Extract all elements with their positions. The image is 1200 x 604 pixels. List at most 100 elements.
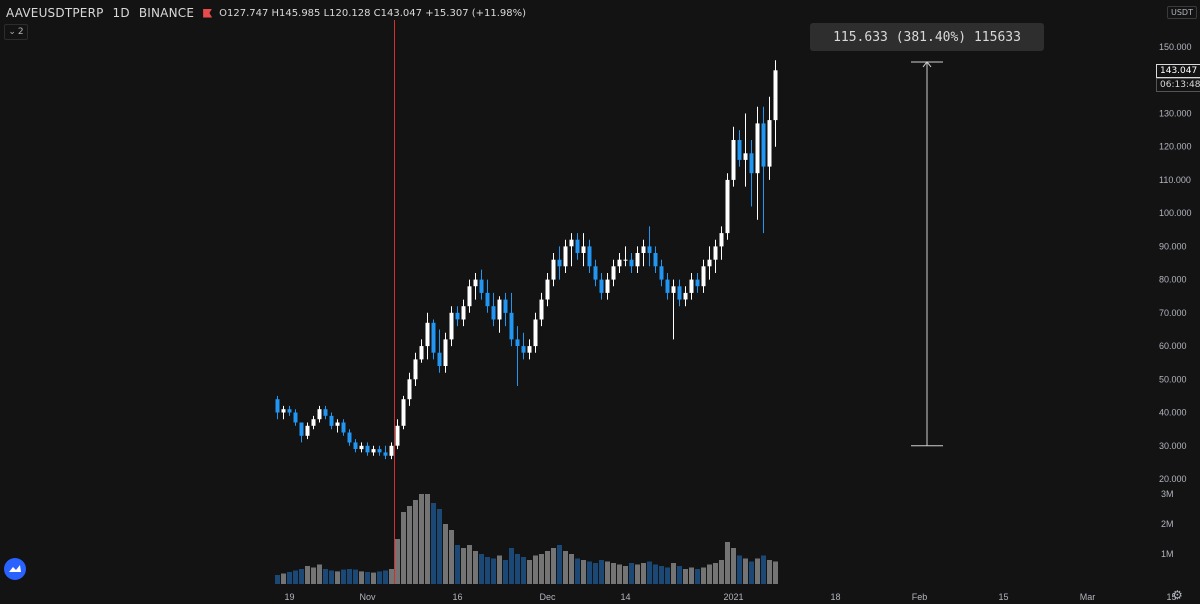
candle-body [749,153,754,174]
candle-body [731,140,736,180]
volume-bar [605,561,610,584]
volume-bar [527,560,532,584]
volume-bar [569,554,574,584]
volume-bar [323,569,328,584]
time-tick-label: 15 [1166,592,1176,602]
candle-body [473,279,478,287]
candle-body [485,292,490,307]
candle-body [539,299,544,320]
volume-bar [713,563,718,584]
time-axis[interactable]: 19 Nov 16 Dec 14 2021 18 Feb 15 Mar 15 [284,592,1176,602]
price-tick-label: 90.000 [1159,241,1187,251]
candle-body [533,319,538,347]
volume-bar [743,558,748,584]
candle-body [563,246,568,267]
volume-bar [329,570,334,584]
flag-icon[interactable] [203,8,213,18]
candle-body [671,286,676,293]
volume-tick-label: 3M [1161,489,1174,499]
volume-bar [281,573,286,584]
volume-bar [353,569,358,584]
price-axis[interactable]: 150.000140.000130.000120.000110.000100.0… [1159,42,1192,484]
candle-body [449,312,454,340]
volume-bar [737,555,742,584]
volume-bar [599,560,604,584]
volume-tick-label: 2M [1161,519,1174,529]
time-tick-label: Feb [912,592,928,602]
time-tick-label: 2021 [723,592,743,602]
time-tick-label: Mar [1080,592,1096,602]
candle-body [773,70,778,121]
volume-bar [533,555,538,584]
volume-bar [455,545,460,584]
candle-body [617,259,622,267]
time-tick-label: Dec [539,592,556,602]
candle-body [665,279,670,293]
volume-bar [341,569,346,584]
volume-bar [575,558,580,584]
volume-bar [365,572,370,584]
volume-bar [419,494,424,584]
volume-bar [659,566,664,584]
price-tick-label: 150.000 [1159,42,1192,52]
volume-bar [413,500,418,584]
tradingview-logo-icon[interactable] [4,558,26,580]
volume-bar [461,548,466,584]
candle-body [737,140,742,160]
volume-bar [449,530,454,584]
candle-body [443,339,448,366]
candle-body [593,266,598,280]
symbol-name[interactable]: AAVEUSDTPERP [6,6,104,20]
volume-bar [689,567,694,584]
measure-tool[interactable] [911,61,943,447]
candle-body [509,312,514,340]
candle-body [275,399,280,413]
volume-bar [359,571,364,584]
volume-bar [761,555,766,584]
volume-bar [557,545,562,584]
candle-body [389,445,394,456]
time-tick-label: 16 [452,592,462,602]
currency-unit-label[interactable]: USDT [1167,6,1197,19]
volume-bar [551,548,556,584]
candle-body [329,415,334,426]
time-tick-label: 15 [998,592,1008,602]
candle-body [383,452,388,456]
volume-tick-label: 1M [1161,549,1174,559]
candle-body [503,299,508,313]
volume-bar [371,572,376,584]
price-tick-label: 80.000 [1159,275,1187,285]
candle-body [629,259,634,267]
volume-bar [653,564,658,584]
indicators-toggle-button[interactable]: ⌄ 2 [4,24,28,40]
volume-bar [467,545,472,584]
candle-body [605,279,610,293]
candle-body [455,312,460,320]
volume-bar [311,567,316,584]
volume-bar [383,570,388,584]
candle-body [677,286,682,300]
volume-bar [635,564,640,584]
candle-body [347,432,352,443]
volume-bar [443,524,448,584]
volume-bar [611,563,616,584]
measure-arrow-icon [922,61,932,68]
candle-body [659,266,664,280]
interval-label[interactable]: 1D [112,6,130,20]
volume-bar [665,567,670,584]
candle-body [479,279,484,293]
volume-bar [317,564,322,584]
volume-bar [731,548,736,584]
candle-body [551,259,556,280]
gear-icon[interactable]: ⚙ [1172,588,1183,602]
volume-bar [335,571,340,584]
volume-bar [755,558,760,584]
time-tick-label: Nov [359,592,376,602]
time-tick-label: 19 [284,592,294,602]
volume-bar [623,566,628,584]
candle-series [275,60,778,460]
price-tick-label: 100.000 [1159,208,1192,218]
volume-bar [617,564,622,584]
